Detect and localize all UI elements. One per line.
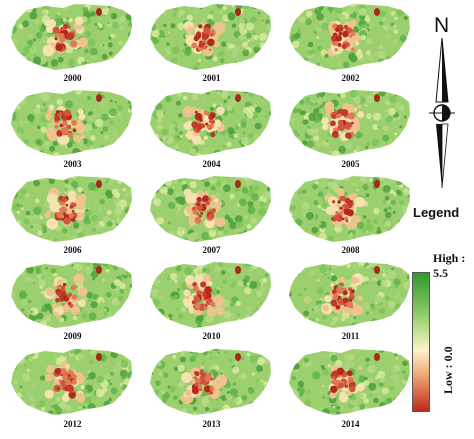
map-panel: 2005	[283, 86, 418, 172]
map-image	[289, 262, 410, 328]
map-panel: 2009	[5, 258, 140, 344]
year-label: 2013	[202, 419, 221, 429]
year-label: 2005	[341, 159, 360, 169]
map-image	[150, 176, 271, 242]
year-label: 2003	[63, 159, 82, 169]
map-image	[289, 4, 410, 70]
map-panel: 2013	[144, 345, 279, 431]
map-panel: 2001	[144, 0, 279, 86]
legend-high-label: High : 5.5	[433, 251, 466, 280]
map-panel: 2002	[283, 0, 418, 86]
map-image	[11, 349, 132, 415]
north-label: N	[434, 14, 450, 37]
map-panel: 2004	[144, 86, 279, 172]
year-label: 2007	[202, 245, 221, 255]
legend-title: Legend	[413, 205, 460, 220]
map-panel: 2003	[5, 86, 140, 172]
year-label: 2008	[341, 245, 360, 255]
map-image	[150, 349, 271, 415]
year-label: 2010	[202, 331, 221, 341]
map-panel: 2012	[5, 345, 140, 431]
map-panel: 2007	[144, 172, 279, 258]
map-panel: 2006	[5, 172, 140, 258]
year-label: 2009	[63, 331, 82, 341]
map-image	[289, 349, 410, 415]
map-image	[150, 90, 271, 156]
map-image	[11, 90, 132, 156]
year-label: 2006	[63, 245, 82, 255]
map-panel: 2010	[144, 258, 279, 344]
map-panel: 2000	[5, 0, 140, 86]
year-label: 2004	[202, 159, 221, 169]
map-image	[150, 4, 271, 70]
legend-low-label: Low : 0.0	[441, 346, 455, 394]
map-image	[150, 262, 271, 328]
map-panel: 2008	[283, 172, 418, 258]
year-label: 2000	[63, 73, 82, 83]
year-label: 2001	[202, 73, 221, 83]
map-grid: 2000 2001 2002 2003 2004 2005 2006 2007 …	[5, 0, 410, 431]
map-panel: 2014	[283, 345, 418, 431]
map-image	[11, 176, 132, 242]
map-image	[289, 90, 410, 156]
legend-color-ramp	[412, 272, 430, 412]
year-label: 2002	[341, 73, 360, 83]
year-label: 2011	[341, 331, 360, 341]
map-image	[289, 176, 410, 242]
year-label: 2012	[63, 419, 82, 429]
year-label: 2014	[341, 419, 360, 429]
map-image	[11, 262, 132, 328]
north-arrow-icon	[429, 38, 455, 188]
map-image	[11, 4, 132, 70]
map-panel: 2011	[283, 258, 418, 344]
